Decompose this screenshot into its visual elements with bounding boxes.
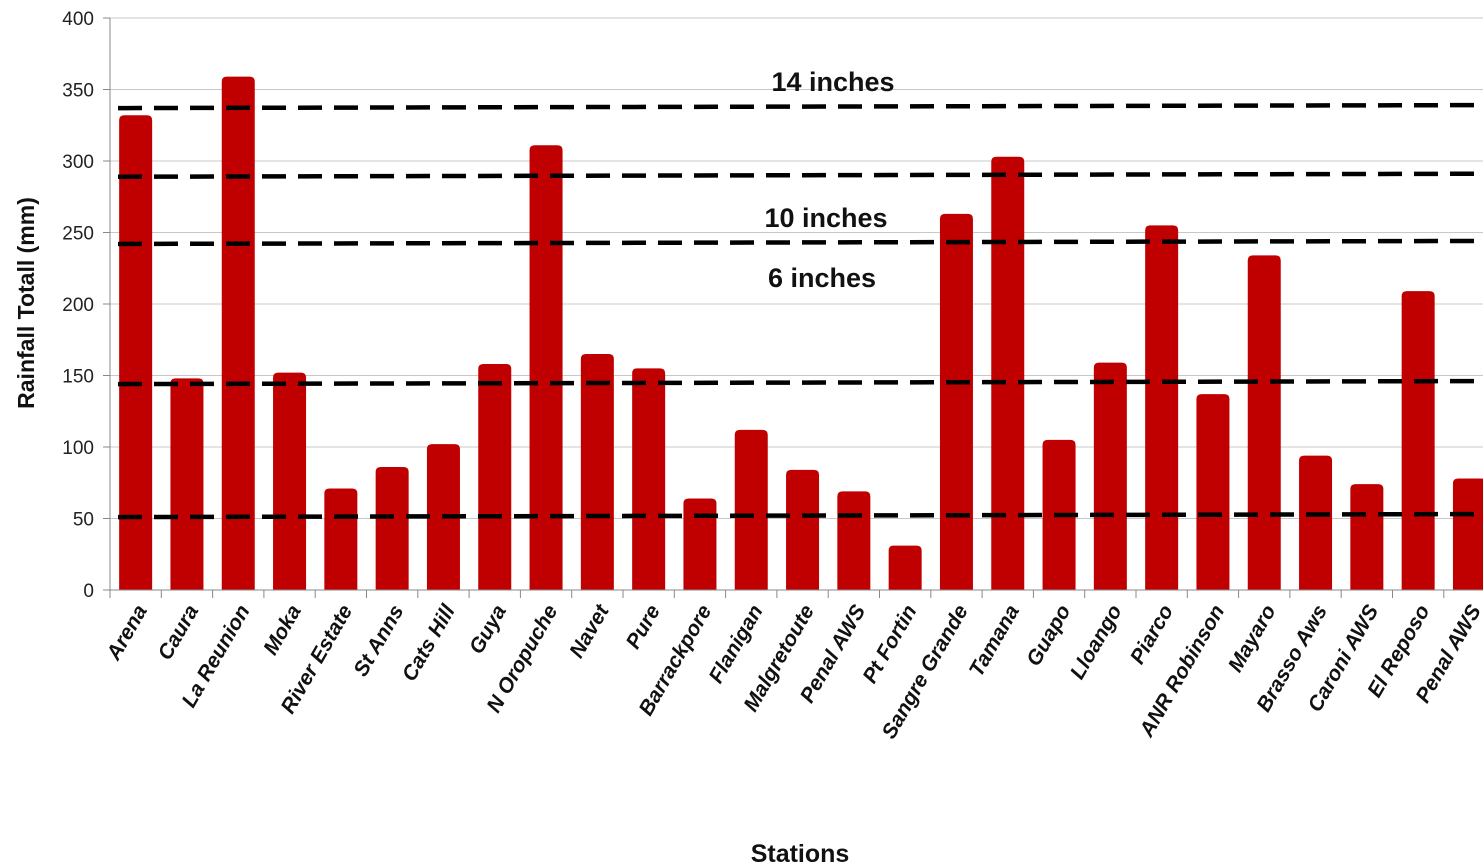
y-tick-label: 100 — [62, 438, 94, 459]
x-tick-label: Lloango — [1066, 601, 1127, 683]
y-tick-label: 400 — [62, 9, 94, 30]
bar — [632, 368, 666, 590]
reference-line-label: 14 inches — [771, 67, 894, 97]
bar — [1145, 225, 1179, 590]
bar — [273, 372, 307, 590]
axes — [103, 17, 1483, 598]
x-tick-label: Tamana — [965, 601, 1024, 681]
x-tick-label: Moka — [259, 601, 306, 659]
bar — [683, 498, 717, 590]
y-tick-label: 0 — [83, 581, 94, 602]
bar — [1350, 484, 1384, 590]
y-tick-label: 250 — [62, 224, 94, 245]
bar — [837, 491, 871, 590]
bar — [324, 488, 358, 590]
bar — [1401, 291, 1435, 590]
x-tick-label: Navet — [565, 600, 614, 662]
bar — [478, 364, 512, 590]
bar — [991, 156, 1025, 590]
y-tick-label: 200 — [62, 295, 94, 316]
reference-lines — [117, 102, 1483, 520]
gridlines — [110, 17, 1483, 519]
y-tick-label: 150 — [62, 367, 94, 388]
x-tick-label: Piarco — [1126, 601, 1178, 668]
reference-line — [117, 511, 1483, 520]
bar — [1299, 455, 1333, 590]
reference-line-label: 10 inches — [764, 203, 887, 233]
bar — [1247, 255, 1281, 590]
bar — [786, 469, 820, 590]
y-tick-label: 300 — [62, 152, 94, 173]
bar — [580, 354, 614, 590]
reference-line — [117, 238, 1483, 247]
reference-line — [117, 378, 1483, 387]
y-tick-label: 350 — [62, 81, 94, 102]
bar — [221, 76, 255, 590]
bar — [529, 145, 563, 590]
bar — [939, 213, 973, 590]
bar — [1452, 478, 1483, 590]
x-tick-label: Guya — [465, 601, 511, 658]
y-axis-title: Rainfall Totall (mm) — [13, 197, 39, 409]
x-tick-label: Arena — [102, 601, 152, 665]
bar — [1093, 362, 1127, 590]
bar — [1196, 394, 1230, 590]
bar — [375, 467, 409, 590]
bar — [170, 378, 204, 590]
bar — [734, 429, 768, 590]
x-tick-label: Guapo — [1022, 601, 1075, 670]
x-axis-title: Stations — [751, 840, 850, 868]
x-tick-label: Mayaro — [1224, 601, 1281, 676]
reference-line — [117, 102, 1483, 111]
x-tick-label: Pure — [622, 601, 665, 653]
bars — [119, 76, 1483, 591]
x-tick-label: Caura — [154, 601, 204, 664]
x-tick-label: St Anns — [349, 601, 408, 681]
reference-line-label: 6 inches — [768, 263, 876, 293]
reference-line — [117, 171, 1483, 179]
y-tick-label: 50 — [73, 510, 94, 531]
bar — [119, 115, 153, 591]
bar — [888, 545, 922, 590]
